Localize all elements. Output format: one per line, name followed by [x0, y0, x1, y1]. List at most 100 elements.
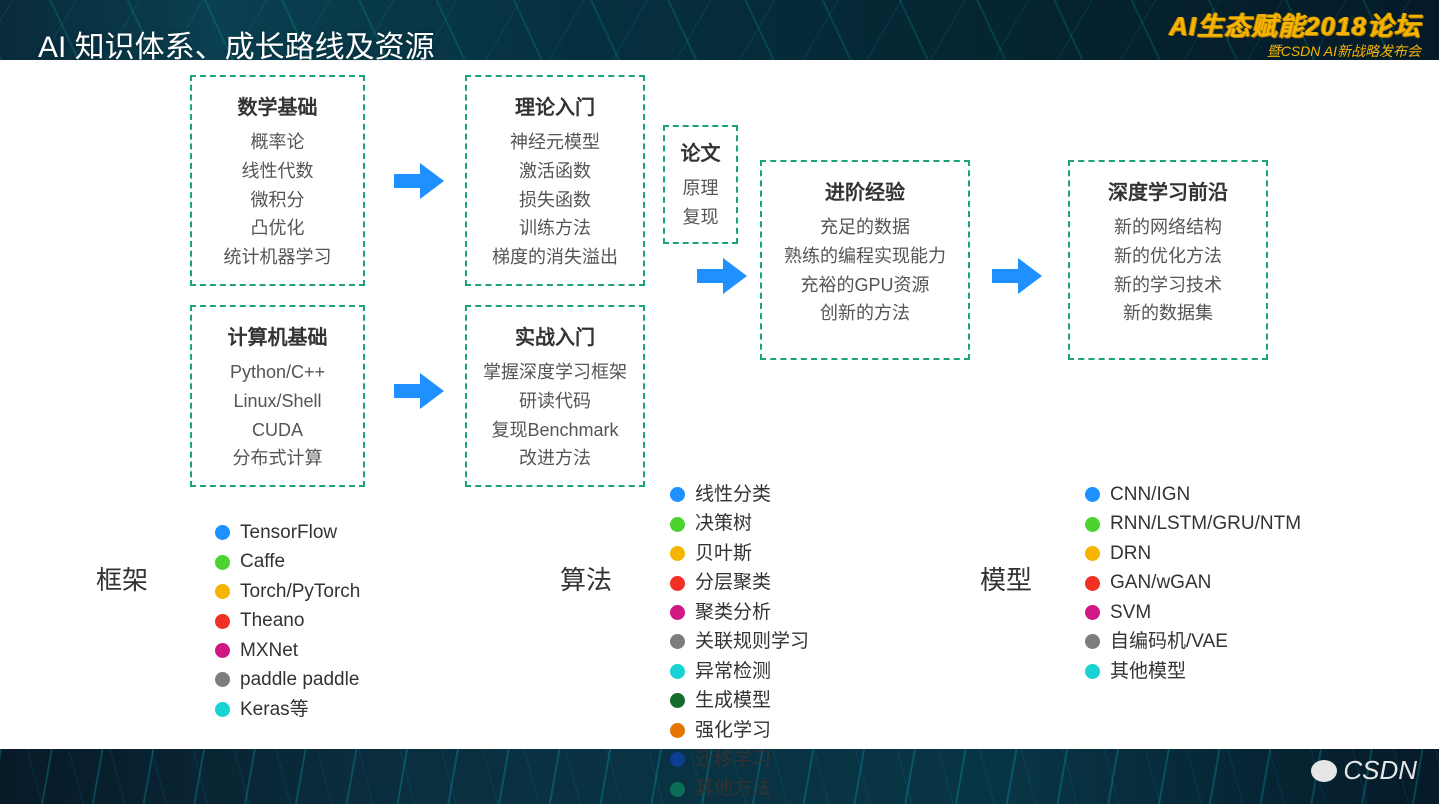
box-cs-item: Linux/Shell: [206, 387, 349, 416]
legend-item: Keras等: [215, 695, 360, 724]
legend-item-label: 生成模型: [695, 686, 771, 715]
box-frontier-item: 新的数据集: [1084, 299, 1252, 328]
legend-item-label: 分层聚类: [695, 568, 771, 597]
color-dot-icon: [670, 517, 685, 532]
legend-item-label: 自编码机/VAE: [1110, 627, 1228, 656]
color-dot-icon: [670, 752, 685, 767]
legend-item-label: DRN: [1110, 539, 1151, 568]
logo-main: AI生态赋能2018论坛: [1169, 6, 1421, 43]
color-dot-icon: [215, 614, 230, 629]
speech-bubble-icon: [1311, 760, 1337, 782]
logo-sub: 暨CSDN AI新战略发布会: [1169, 41, 1421, 61]
legend-item: Theano: [215, 606, 360, 635]
legend-item: 自编码机/VAE: [1085, 627, 1301, 656]
legend-item-label: 异常检测: [695, 657, 771, 686]
legend-algorithms-title: 算法: [560, 560, 612, 597]
legend-item: 聚类分析: [670, 598, 809, 627]
box-frontier-item: 新的学习技术: [1084, 271, 1252, 300]
color-dot-icon: [215, 555, 230, 570]
box-math-title: 数学基础: [206, 91, 349, 120]
color-dot-icon: [670, 693, 685, 708]
color-dot-icon: [670, 605, 685, 620]
color-dot-icon: [1085, 664, 1100, 679]
box-advance-item: 熟练的编程实现能力: [776, 242, 954, 271]
legend-item: 线性分类: [670, 480, 809, 509]
box-paper-item: 原理: [673, 174, 728, 203]
legend-models-title: 模型: [980, 560, 1032, 597]
csdn-watermark: CSDN: [1311, 755, 1417, 786]
box-math-item: 线性代数: [206, 157, 349, 186]
legend-item-label: TensorFlow: [240, 518, 337, 547]
legend-item: 关联规则学习: [670, 627, 809, 656]
legend-item-label: 迁移学习: [695, 745, 771, 774]
box-frontier-item: 新的网络结构: [1084, 213, 1252, 242]
color-dot-icon: [670, 487, 685, 502]
box-frontier-items: 新的网络结构新的优化方法新的学习技术新的数据集: [1084, 213, 1252, 328]
legend-item: 生成模型: [670, 686, 809, 715]
box-math-item: 概率论: [206, 128, 349, 157]
legend-item: GAN/wGAN: [1085, 568, 1301, 597]
color-dot-icon: [215, 525, 230, 540]
legend-item-label: 线性分类: [695, 480, 771, 509]
legend-item-label: 贝叶斯: [695, 539, 752, 568]
color-dot-icon: [670, 576, 685, 591]
color-dot-icon: [670, 782, 685, 797]
box-math: 数学基础概率论线性代数微积分凸优化统计机器学习: [190, 75, 365, 286]
box-theory-item: 激活函数: [481, 157, 629, 186]
color-dot-icon: [1085, 517, 1100, 532]
arrow-right-icon: [392, 160, 447, 202]
legend-item-label: RNN/LSTM/GRU/NTM: [1110, 509, 1301, 538]
box-practice-title: 实战入门: [481, 321, 629, 350]
legend-item: TensorFlow: [215, 518, 360, 547]
box-theory: 理论入门神经元模型激活函数损失函数训练方法梯度的消失溢出: [465, 75, 645, 286]
box-cs-item: CUDA: [206, 416, 349, 445]
box-math-item: 微积分: [206, 186, 349, 215]
page-title: AI 知识体系、成长路线及资源: [38, 22, 435, 66]
legend-item: 迁移学习: [670, 745, 809, 774]
box-frontier: 深度学习前沿新的网络结构新的优化方法新的学习技术新的数据集: [1068, 160, 1268, 360]
legend-item: 决策树: [670, 509, 809, 538]
event-logo: AI生态赋能2018论坛 暨CSDN AI新战略发布会: [1169, 6, 1421, 61]
legend-item-label: Caffe: [240, 547, 285, 576]
legend-item: CNN/IGN: [1085, 480, 1301, 509]
box-practice-item: 改进方法: [481, 444, 629, 473]
legend-algorithms-list: 线性分类决策树贝叶斯分层聚类聚类分析关联规则学习异常检测生成模型强化学习迁移学习…: [670, 480, 809, 804]
color-dot-icon: [215, 643, 230, 658]
legend-item: Caffe: [215, 547, 360, 576]
legend-item-label: 其他模型: [1110, 657, 1186, 686]
color-dot-icon: [670, 664, 685, 679]
box-math-item: 凸优化: [206, 214, 349, 243]
color-dot-icon: [1085, 605, 1100, 620]
box-paper-items: 原理复现: [673, 174, 728, 232]
legend-item: paddle paddle: [215, 665, 360, 694]
legend-item: Torch/PyTorch: [215, 577, 360, 606]
legend-item: RNN/LSTM/GRU/NTM: [1085, 509, 1301, 538]
legend-item-label: Torch/PyTorch: [240, 577, 360, 606]
legend-item-label: 决策树: [695, 509, 752, 538]
box-frontier-title: 深度学习前沿: [1084, 176, 1252, 205]
box-theory-items: 神经元模型激活函数损失函数训练方法梯度的消失溢出: [481, 128, 629, 272]
color-dot-icon: [670, 546, 685, 561]
legend-item-label: SVM: [1110, 598, 1151, 627]
legend-item-label: Theano: [240, 606, 304, 635]
csdn-text: CSDN: [1343, 755, 1417, 786]
color-dot-icon: [1085, 576, 1100, 591]
legend-frameworks-title: 框架: [96, 560, 148, 597]
legend-item: 异常检测: [670, 657, 809, 686]
arrow-right-icon: [990, 255, 1045, 297]
box-advance-item: 创新的方法: [776, 299, 954, 328]
legend-item: MXNet: [215, 636, 360, 665]
box-math-items: 概率论线性代数微积分凸优化统计机器学习: [206, 128, 349, 272]
box-advance-item: 充足的数据: [776, 213, 954, 242]
color-dot-icon: [1085, 487, 1100, 502]
legend-item: 其他方法: [670, 774, 809, 803]
box-practice-items: 掌握深度学习框架研读代码复现Benchmark改进方法: [481, 358, 629, 473]
legend-item-label: GAN/wGAN: [1110, 568, 1211, 597]
legend-item-label: CNN/IGN: [1110, 480, 1190, 509]
color-dot-icon: [670, 634, 685, 649]
box-practice-item: 掌握深度学习框架: [481, 358, 629, 387]
box-theory-item: 损失函数: [481, 186, 629, 215]
box-theory-item: 梯度的消失溢出: [481, 243, 629, 272]
color-dot-icon: [1085, 634, 1100, 649]
box-cs-item: Python/C++: [206, 358, 349, 387]
